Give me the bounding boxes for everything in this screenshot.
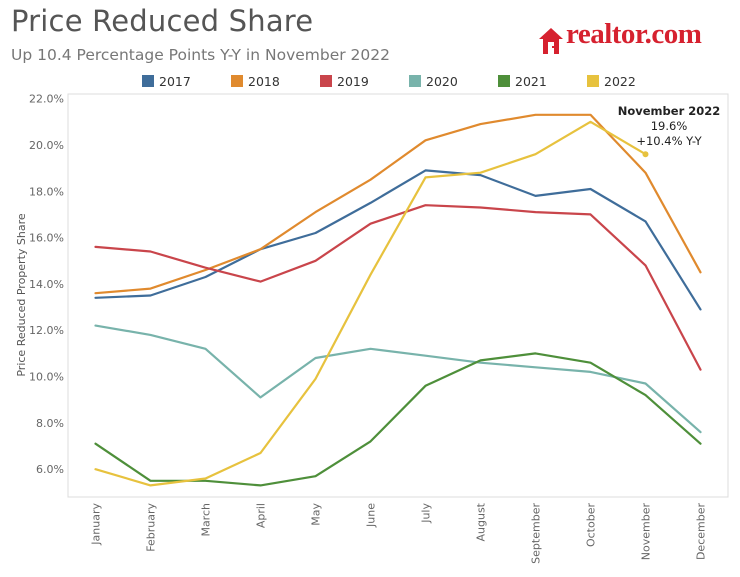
legend-item-2020[interactable]: 2020 <box>409 72 458 90</box>
legend-item-2021[interactable]: 2021 <box>498 72 547 90</box>
chart-legend: 2017 2018 2019 2020 2021 2022 <box>0 72 740 90</box>
y-tick-label: 6.0% <box>36 463 64 476</box>
y-tick-label: 14.0% <box>29 278 64 291</box>
legend-item-2019[interactable]: 2019 <box>320 72 369 90</box>
legend-label: 2020 <box>426 73 458 89</box>
legend-label: 2018 <box>248 73 280 89</box>
series-layer <box>94 113 702 487</box>
series-line-2019[interactable] <box>94 204 702 371</box>
x-tick-label: April <box>255 503 268 528</box>
x-tick-label: December <box>695 503 708 561</box>
y-tick-label: 8.0% <box>36 417 64 430</box>
legend-label: 2022 <box>604 73 636 89</box>
series-line-2018[interactable] <box>94 113 702 295</box>
series-line-2021[interactable] <box>94 352 702 487</box>
legend-item-2022[interactable]: 2022 <box>587 72 636 90</box>
legend-label: 2021 <box>515 73 547 89</box>
x-tick-label: May <box>310 503 323 526</box>
legend-label: 2019 <box>337 73 369 89</box>
y-axis: 6.0% 8.0% 10.0% 12.0% 14.0% 16.0% 18.0% 20.0% 22… <box>29 93 64 477</box>
x-tick-label: February <box>145 503 158 552</box>
latest-point-marker[interactable] <box>642 151 649 158</box>
x-tick-label: January <box>90 503 103 546</box>
legend-label: 2017 <box>159 73 191 89</box>
legend-swatch <box>320 75 332 87</box>
latest-value-annotation: November 2022 19.6% +10.4% Y-Y <box>600 104 738 149</box>
logo-text: realtor.com <box>566 18 702 50</box>
x-tick-label: June <box>365 503 378 528</box>
legend-swatch <box>587 75 599 87</box>
chart-subtitle: Up 10.4 Percentage Points Y-Y in Novembe… <box>11 46 391 64</box>
x-tick-label: September <box>530 503 543 564</box>
y-tick-label: 16.0% <box>29 232 64 245</box>
x-tick-label: November <box>640 503 653 561</box>
legend-swatch <box>142 75 154 87</box>
x-tick-label: October <box>585 503 598 547</box>
y-tick-label: 22.0% <box>29 93 64 106</box>
y-tick-label: 12.0% <box>29 324 64 337</box>
x-tick-label: August <box>475 502 488 541</box>
legend-item-2018[interactable]: 2018 <box>231 72 280 90</box>
series-line-2017[interactable] <box>94 169 702 311</box>
legend-swatch <box>409 75 421 87</box>
legend-swatch <box>498 75 510 87</box>
annotation-change: +10.4% Y-Y <box>636 134 702 148</box>
realtor-logo[interactable]: realtor.com <box>538 18 730 56</box>
series-line-2020[interactable] <box>94 324 702 434</box>
legend-swatch <box>231 75 243 87</box>
legend-item-2017[interactable]: 2017 <box>142 72 191 90</box>
series-line-2022[interactable] <box>94 120 647 487</box>
annotation-value: 19.6% <box>650 119 688 133</box>
plot-border <box>67 93 729 498</box>
x-tick-label: July <box>420 503 433 524</box>
annotation-heading: November 2022 <box>617 104 721 118</box>
x-axis: January February March April May June July Augu… <box>90 502 708 563</box>
chart-title: Price Reduced Share <box>11 4 314 38</box>
y-tick-label: 10.0% <box>29 371 64 384</box>
y-tick-label: 20.0% <box>29 139 64 152</box>
y-axis-title: Price Reduced Property Share <box>15 213 28 377</box>
x-tick-label: March <box>200 503 213 537</box>
house-icon <box>539 28 563 54</box>
y-tick-label: 18.0% <box>29 185 64 198</box>
